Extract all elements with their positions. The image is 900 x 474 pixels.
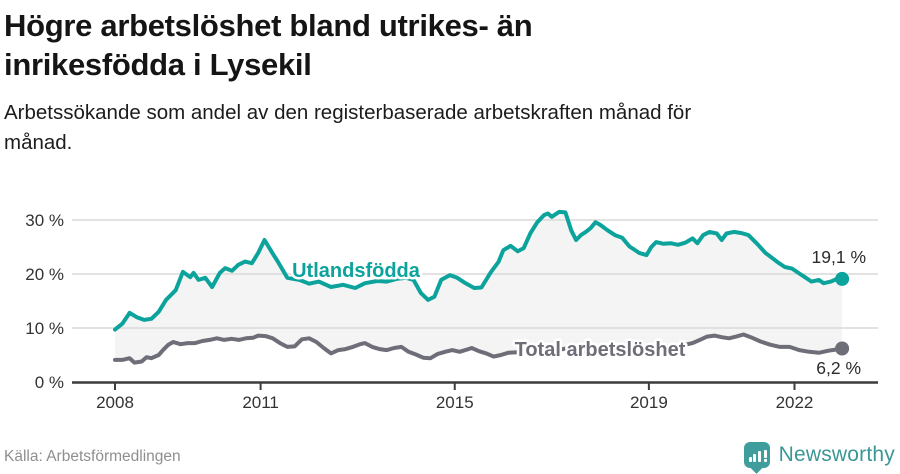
y-tick-label: 0 %: [35, 373, 64, 392]
x-tick-label: 2019: [630, 393, 668, 412]
x-tick-label: 2011: [242, 393, 279, 412]
header: Högre arbetslöshet bland utrikes- än inr…: [4, 6, 896, 158]
bubble-tail: [749, 460, 763, 474]
utlandsf-dda-end-annotation: 19,1 %: [812, 247, 866, 267]
subtitle-line-2: månad.: [4, 131, 73, 154]
newsworthy-logo-icon: [743, 442, 770, 474]
x-tick-label: 2008: [96, 393, 134, 412]
utlandsf-dda-line: [113, 209, 845, 332]
y-tick-label: 10 %: [25, 319, 64, 338]
footer: Källa: Arbetsförmedlingen Newsworthy: [0, 434, 900, 474]
title-line-2: inrikesfödda i Lysekil: [4, 47, 312, 82]
total-arbetsl-shet-line: [113, 332, 845, 365]
y-tick-label: 30 %: [25, 211, 64, 230]
x-tick-label: 2015: [436, 393, 474, 412]
utlandsf-dda-series-label: Utlandsfödda: [292, 260, 421, 282]
exclamation-glyph: [763, 449, 767, 462]
y-tick-label: 20 %: [25, 265, 64, 284]
total-arbetsl-shet-series-label: Total arbetslöshet: [515, 339, 686, 361]
x-tick-label: 2022: [776, 393, 814, 412]
total-arbetsl-shet-end-annotation: 6,2 %: [816, 358, 861, 378]
page-title: Högre arbetslöshet bland utrikes- än inr…: [4, 6, 896, 84]
between-series-fill: [115, 211, 843, 363]
brand-name: Newsworthy: [778, 443, 895, 466]
subtitle: Arbetssökande som andel av den registerb…: [4, 98, 896, 158]
bar-chart-glyph: [748, 449, 767, 462]
subtitle-line-1: Arbetssökande som andel av den registerb…: [4, 101, 692, 124]
title-line-1: Högre arbetslöshet bland utrikes- än: [4, 8, 533, 43]
utlandsf-dda-end-dot: [835, 271, 850, 286]
total-arbetsl-shet-end-dot: [835, 341, 850, 356]
source-label: Källa: Arbetsförmedlingen: [4, 448, 181, 465]
brand: Newsworthy: [743, 442, 895, 474]
